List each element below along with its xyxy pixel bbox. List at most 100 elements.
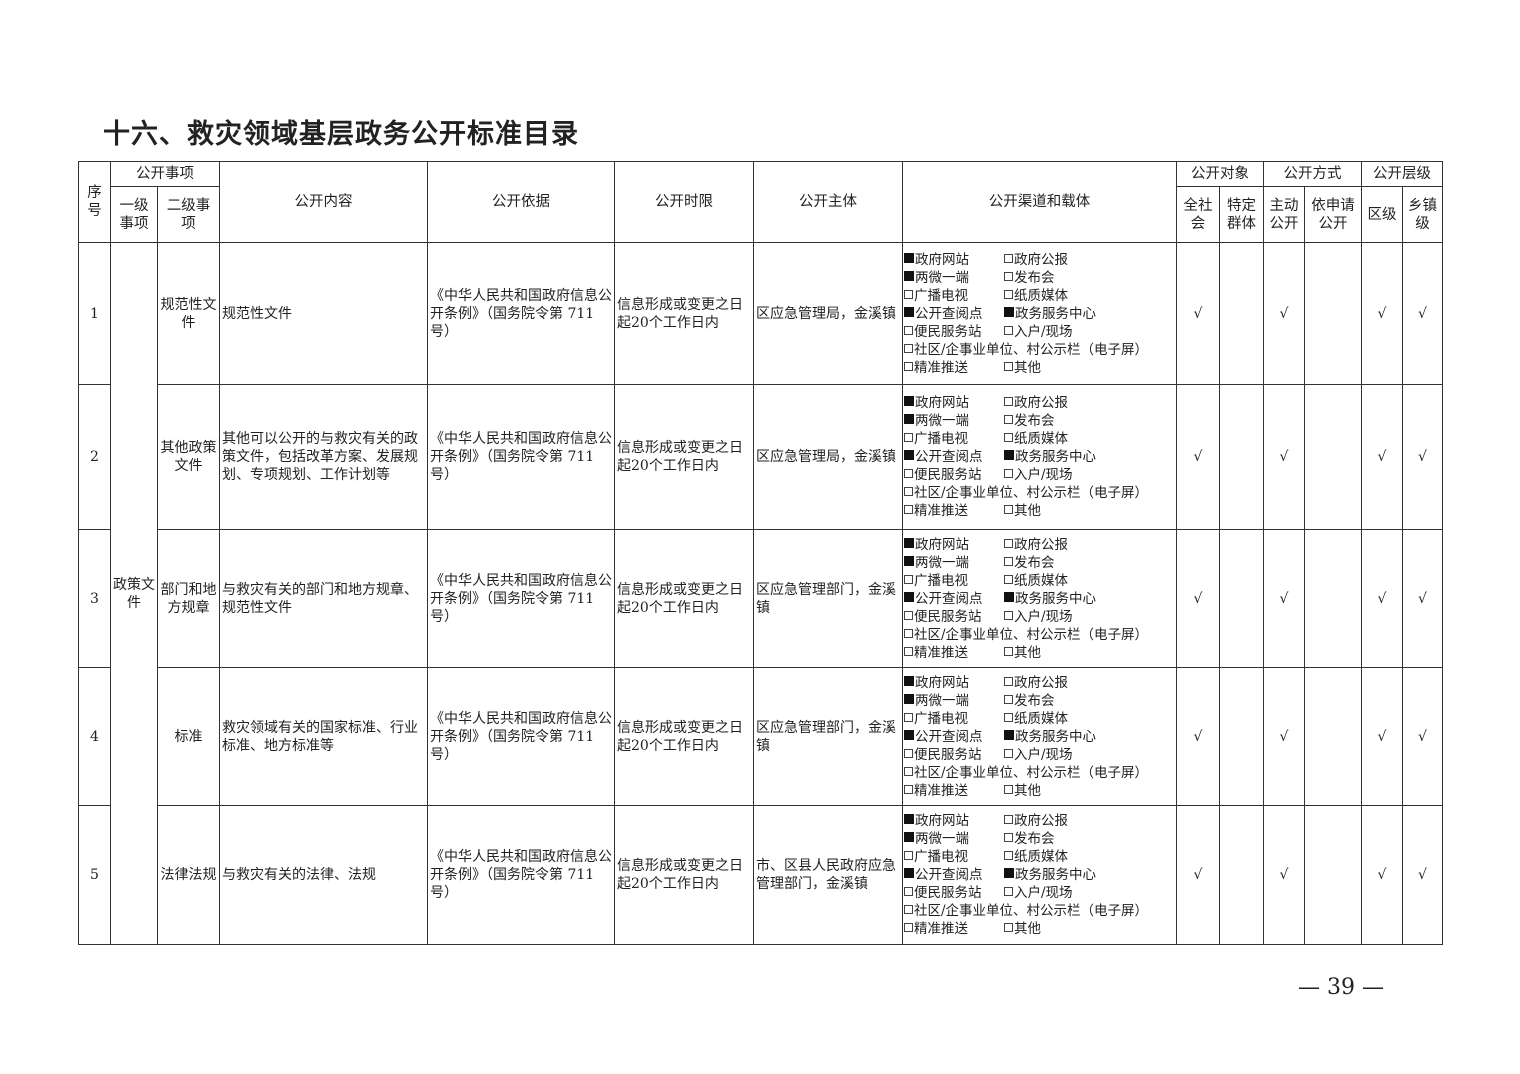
unchecked-box-icon[interactable]: [1004, 415, 1013, 424]
checked-box-icon[interactable]: [904, 868, 914, 878]
channel-option[interactable]: 便民服务站: [904, 608, 1004, 626]
channel-option[interactable]: 其他: [1004, 782, 1104, 800]
unchecked-box-icon[interactable]: [904, 343, 913, 353]
channel-option[interactable]: 社区/企事业单位、村公示栏（电子屏）: [904, 485, 1148, 501]
channel-option[interactable]: 其他: [1004, 359, 1104, 377]
channel-option[interactable]: 广播电视: [904, 848, 1004, 866]
channel-option[interactable]: 政府公报: [1004, 251, 1104, 269]
unchecked-box-icon[interactable]: [1004, 538, 1013, 548]
unchecked-box-icon[interactable]: [904, 469, 913, 478]
checked-box-icon[interactable]: [904, 270, 914, 281]
checked-box-icon[interactable]: [1004, 868, 1014, 878]
channel-option[interactable]: 精准推送: [904, 359, 1004, 377]
unchecked-box-icon[interactable]: [1004, 712, 1013, 722]
unchecked-box-icon[interactable]: [1004, 289, 1013, 299]
checked-box-icon[interactable]: [904, 555, 914, 566]
channel-option[interactable]: 政务服务中心: [1004, 305, 1104, 323]
unchecked-box-icon[interactable]: [904, 766, 913, 776]
channel-option[interactable]: 广播电视: [904, 572, 1004, 590]
unchecked-box-icon[interactable]: [1004, 574, 1013, 584]
unchecked-box-icon[interactable]: [904, 289, 913, 299]
channel-option[interactable]: 入户/现场: [1004, 884, 1104, 902]
channel-option[interactable]: 发布会: [1004, 269, 1104, 287]
channel-option[interactable]: 入户/现场: [1004, 323, 1104, 341]
channel-option[interactable]: 其他: [1004, 502, 1104, 520]
checked-box-icon[interactable]: [1004, 450, 1014, 460]
unchecked-box-icon[interactable]: [1004, 433, 1013, 442]
channel-option[interactable]: 便民服务站: [904, 884, 1004, 902]
checked-box-icon[interactable]: [904, 832, 914, 842]
channel-option[interactable]: 发布会: [1004, 412, 1104, 430]
checked-box-icon[interactable]: [904, 729, 914, 740]
channel-option[interactable]: 精准推送: [904, 782, 1004, 800]
unchecked-box-icon[interactable]: [1004, 923, 1013, 932]
channel-option[interactable]: 发布会: [1004, 554, 1104, 572]
unchecked-box-icon[interactable]: [1004, 610, 1013, 620]
channel-option[interactable]: 政府网站: [904, 812, 1004, 830]
channel-option[interactable]: 广播电视: [904, 430, 1004, 448]
channel-option[interactable]: 广播电视: [904, 287, 1004, 305]
unchecked-box-icon[interactable]: [904, 887, 913, 896]
channel-option[interactable]: 政府公报: [1004, 536, 1104, 554]
channel-option[interactable]: 两微一端: [904, 269, 1004, 287]
channel-option[interactable]: 便民服务站: [904, 323, 1004, 341]
checked-box-icon[interactable]: [1004, 306, 1014, 317]
channel-option[interactable]: 两微一端: [904, 554, 1004, 572]
checked-box-icon[interactable]: [904, 414, 914, 424]
checked-box-icon[interactable]: [904, 591, 914, 602]
unchecked-box-icon[interactable]: [1004, 748, 1013, 758]
unchecked-box-icon[interactable]: [904, 574, 913, 584]
channel-option[interactable]: 发布会: [1004, 692, 1104, 710]
unchecked-box-icon[interactable]: [904, 487, 913, 496]
unchecked-box-icon[interactable]: [1004, 815, 1013, 824]
unchecked-box-icon[interactable]: [904, 784, 913, 794]
unchecked-box-icon[interactable]: [1004, 253, 1013, 263]
channel-option[interactable]: 公开查阅点: [904, 728, 1004, 746]
channel-option[interactable]: 公开查阅点: [904, 305, 1004, 323]
unchecked-box-icon[interactable]: [904, 851, 913, 860]
unchecked-box-icon[interactable]: [1004, 784, 1013, 794]
channel-option[interactable]: 社区/企事业单位、村公示栏（电子屏）: [904, 627, 1148, 643]
unchecked-box-icon[interactable]: [904, 923, 913, 932]
channel-option[interactable]: 其他: [1004, 644, 1104, 662]
channel-option[interactable]: 政府公报: [1004, 674, 1104, 692]
unchecked-box-icon[interactable]: [904, 505, 913, 514]
unchecked-box-icon[interactable]: [1004, 556, 1013, 566]
channel-option[interactable]: 政务服务中心: [1004, 728, 1104, 746]
checked-box-icon[interactable]: [904, 693, 914, 704]
channel-option[interactable]: 政务服务中心: [1004, 590, 1104, 608]
checked-box-icon[interactable]: [904, 306, 914, 317]
channel-option[interactable]: 精准推送: [904, 502, 1004, 520]
unchecked-box-icon[interactable]: [1004, 469, 1013, 478]
unchecked-box-icon[interactable]: [904, 748, 913, 758]
channel-option[interactable]: 政府公报: [1004, 394, 1104, 412]
unchecked-box-icon[interactable]: [904, 905, 913, 914]
unchecked-box-icon[interactable]: [1004, 271, 1013, 281]
checked-box-icon[interactable]: [904, 814, 914, 824]
channel-option[interactable]: 精准推送: [904, 920, 1004, 938]
unchecked-box-icon[interactable]: [1004, 325, 1013, 335]
channel-option[interactable]: 入户/现场: [1004, 608, 1104, 626]
checked-box-icon[interactable]: [904, 396, 914, 406]
unchecked-box-icon[interactable]: [904, 628, 913, 638]
unchecked-box-icon[interactable]: [904, 361, 913, 371]
channel-option[interactable]: 公开查阅点: [904, 866, 1004, 884]
channel-option[interactable]: 公开查阅点: [904, 448, 1004, 466]
channel-option[interactable]: 公开查阅点: [904, 590, 1004, 608]
unchecked-box-icon[interactable]: [1004, 851, 1013, 860]
channel-option[interactable]: 便民服务站: [904, 466, 1004, 484]
unchecked-box-icon[interactable]: [904, 610, 913, 620]
channel-option[interactable]: 纸质媒体: [1004, 430, 1104, 448]
unchecked-box-icon[interactable]: [904, 325, 913, 335]
channel-option[interactable]: 两微一端: [904, 692, 1004, 710]
channel-option[interactable]: 政府网站: [904, 536, 1004, 554]
unchecked-box-icon[interactable]: [904, 712, 913, 722]
unchecked-box-icon[interactable]: [1004, 694, 1013, 704]
channel-option[interactable]: 入户/现场: [1004, 466, 1104, 484]
channel-option[interactable]: 社区/企事业单位、村公示栏（电子屏）: [904, 765, 1148, 781]
channel-option[interactable]: 精准推送: [904, 644, 1004, 662]
checked-box-icon[interactable]: [1004, 729, 1014, 740]
channel-option[interactable]: 政府网站: [904, 394, 1004, 412]
channel-option[interactable]: 两微一端: [904, 412, 1004, 430]
channel-option[interactable]: 其他: [1004, 920, 1104, 938]
